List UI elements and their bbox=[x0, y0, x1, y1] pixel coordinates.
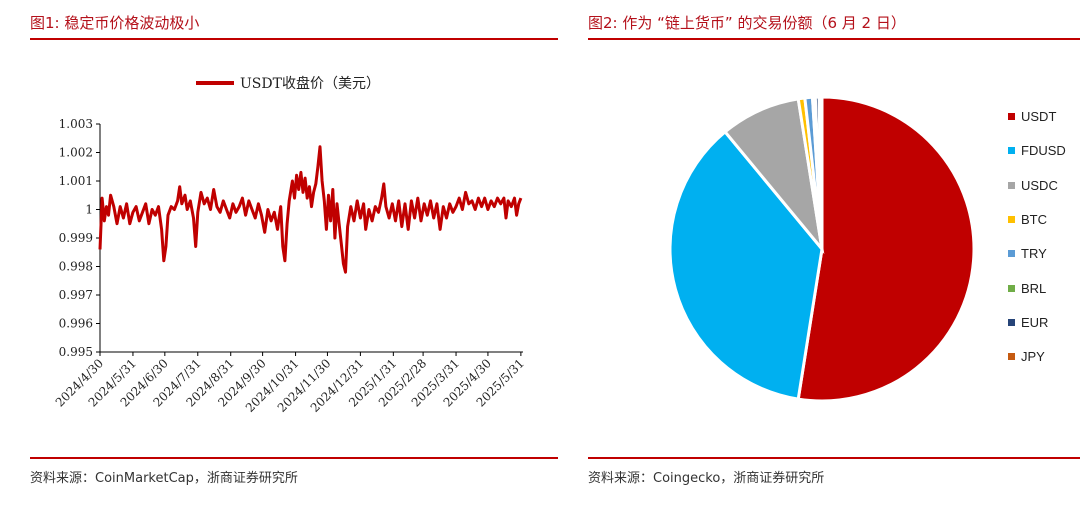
legend-swatch bbox=[1008, 353, 1015, 361]
pie-legend-item-usdt: USDT bbox=[1008, 109, 1056, 124]
pie-legend-item-brl: BRL bbox=[1008, 281, 1046, 296]
legend-swatch bbox=[1008, 250, 1015, 258]
y-tick-label: 1.002 bbox=[59, 146, 93, 160]
legend-swatch bbox=[1008, 215, 1015, 223]
y-tick-label: 0.997 bbox=[59, 288, 93, 302]
y-tick-label: 1.001 bbox=[59, 174, 93, 188]
line-chart: USDT收盘价（美元） 1.003 1.002 1.001 1 0.999 0.998 0.… bbox=[53, 75, 527, 415]
y-tick-label: 0.996 bbox=[59, 317, 93, 331]
y-tick-label: 1 bbox=[85, 203, 93, 217]
figure2-source: 资料来源：Coingecko，浙商证券研究所 bbox=[588, 471, 825, 486]
legend-label: TRY bbox=[1021, 246, 1047, 262]
legend-label: JPY bbox=[1021, 349, 1045, 365]
pie-slice-fdusd bbox=[668, 129, 824, 401]
pie-legend-item-fdusd: FDUSD bbox=[1008, 143, 1066, 158]
y-tick-label: 1.003 bbox=[59, 117, 93, 131]
usdt-price-line bbox=[98, 145, 523, 274]
line-legend: USDT收盘价（美元） bbox=[196, 75, 380, 92]
figure1-source: 资料来源：CoinMarketCap，浙商证券研究所 bbox=[30, 471, 298, 486]
pie-legend-item-try: TRY bbox=[1008, 246, 1047, 261]
figure1-top-rule bbox=[30, 38, 558, 40]
y-tick-label: 0.999 bbox=[59, 231, 93, 245]
figure2-title: 图2: 作为 “链上货币” 的交易份额（6 月 2 日） bbox=[588, 14, 906, 32]
legend-swatch bbox=[1008, 181, 1015, 189]
pie-legend-item-jpy: JPY bbox=[1008, 349, 1045, 364]
legend-label: USDC bbox=[1021, 177, 1058, 193]
legend-label: BRL bbox=[1021, 280, 1047, 296]
pie-slice-usdt bbox=[796, 95, 976, 403]
legend-label: FDUSD bbox=[1021, 143, 1066, 159]
x-axis: 2024/4/302024/5/312024/6/302024/7/312024… bbox=[53, 351, 527, 415]
legend-swatch bbox=[1008, 113, 1015, 120]
figure2-top-rule bbox=[588, 38, 1080, 40]
figure2-bottom-rule bbox=[588, 457, 1080, 459]
pie-legend-item-btc: BTC bbox=[1008, 212, 1047, 227]
legend-label: USDT bbox=[1021, 109, 1057, 124]
legend-swatch bbox=[1008, 284, 1015, 292]
y-tick-label: 0.995 bbox=[59, 345, 93, 359]
y-tick-label: 0.998 bbox=[59, 260, 93, 274]
figure1-title: 图1: 稳定币价格波动极小 bbox=[30, 14, 200, 32]
figure1-bottom-rule bbox=[30, 457, 558, 459]
y-axis: 1.003 1.002 1.001 1 0.999 0.998 0.997 0.996 0.99… bbox=[59, 117, 101, 359]
legend-swatch bbox=[1008, 318, 1015, 326]
pie-slice-jpy bbox=[817, 95, 824, 250]
pie-legend-item-usdc: USDC bbox=[1008, 178, 1058, 193]
pie-legend-item-eur: EUR bbox=[1008, 315, 1048, 330]
legend-label: USDT收盘价（美元） bbox=[240, 75, 380, 92]
pie-chart bbox=[668, 95, 976, 403]
legend-label: EUR bbox=[1021, 314, 1049, 330]
legend-label: BTC bbox=[1021, 211, 1047, 227]
legend-swatch bbox=[1008, 147, 1015, 155]
